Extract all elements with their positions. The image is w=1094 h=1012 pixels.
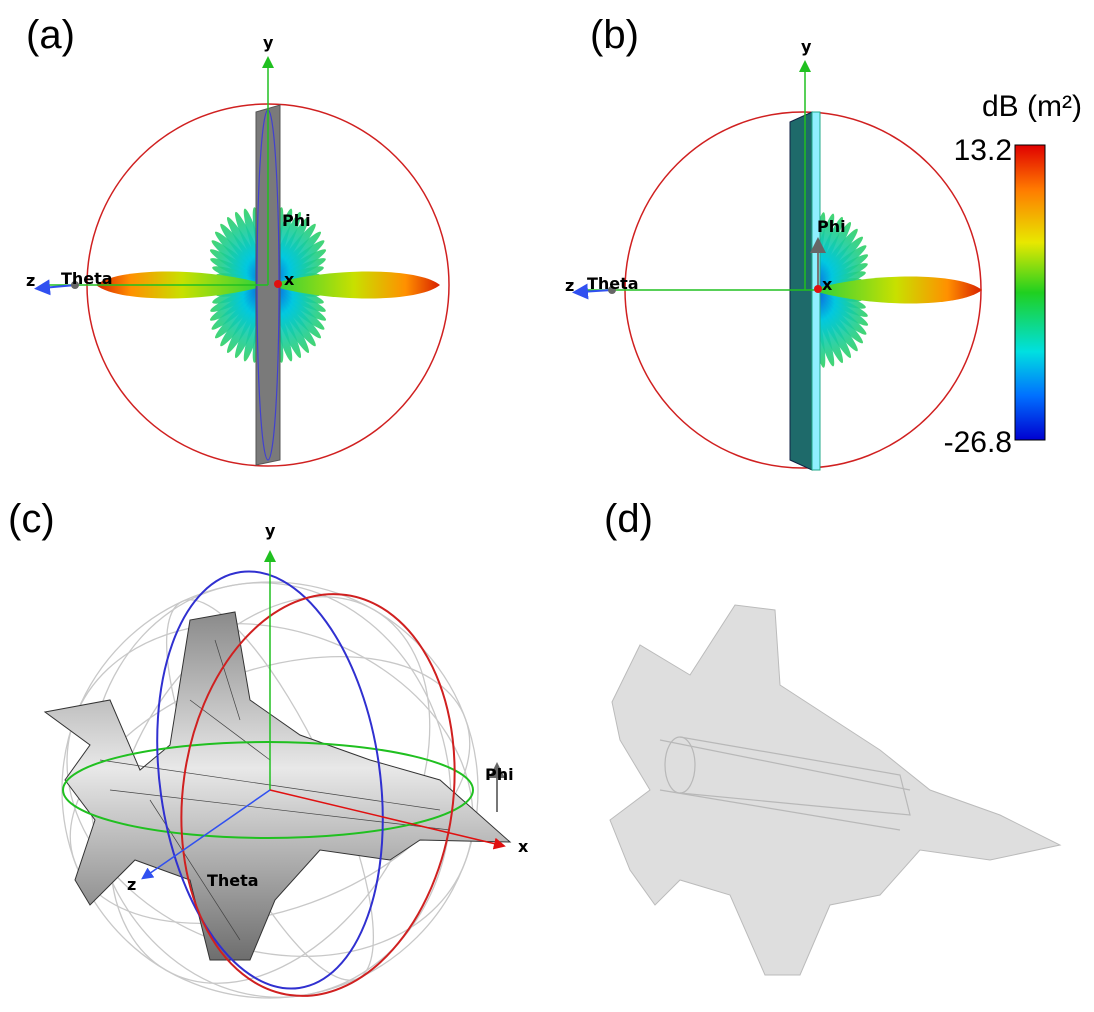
phi-label: Phi <box>282 211 311 230</box>
theta-label: Theta <box>61 269 113 288</box>
colorbar-title: dB (m²) <box>982 90 1082 123</box>
axis-label: x <box>822 275 833 294</box>
phi-label: Phi <box>817 217 846 236</box>
x-marker <box>814 285 822 293</box>
axis-label: z <box>127 875 136 894</box>
panel-label: (b) <box>590 13 639 57</box>
phi-label: Phi <box>485 765 514 784</box>
axis-label: x <box>284 270 295 289</box>
aircraft <box>610 605 1060 975</box>
colorbar-scale <box>1015 145 1045 440</box>
panel-label: (d) <box>604 497 653 541</box>
axis-label: z <box>26 271 35 290</box>
panel-label: (a) <box>26 13 75 57</box>
theta-label: Theta <box>587 274 639 293</box>
axis-label: x <box>518 837 529 856</box>
colorbar-max: 13.2 <box>954 134 1012 167</box>
plate <box>790 112 812 470</box>
axis-label: y <box>801 37 812 56</box>
colorbar: dB (m²) 13.2 -26.8 <box>944 90 1082 459</box>
figure: (a) y z Theta Phi x (b) y z Theta Phi x … <box>0 0 1094 1012</box>
axis-label: y <box>265 521 276 540</box>
panel-b: (b) y z Theta Phi x <box>565 13 982 470</box>
axis-label: y <box>263 33 274 52</box>
panel-label: (c) <box>8 497 55 541</box>
panel-a: (a) y z Theta Phi x <box>26 13 449 466</box>
x-marker <box>274 280 282 288</box>
colorbar-min: -26.8 <box>944 426 1012 459</box>
panel-d: (d) <box>604 497 1060 975</box>
axis-label: z <box>565 276 574 295</box>
panel-c: (c) y x z Theta Phi <box>8 497 529 1012</box>
theta-label: Theta <box>207 871 259 890</box>
